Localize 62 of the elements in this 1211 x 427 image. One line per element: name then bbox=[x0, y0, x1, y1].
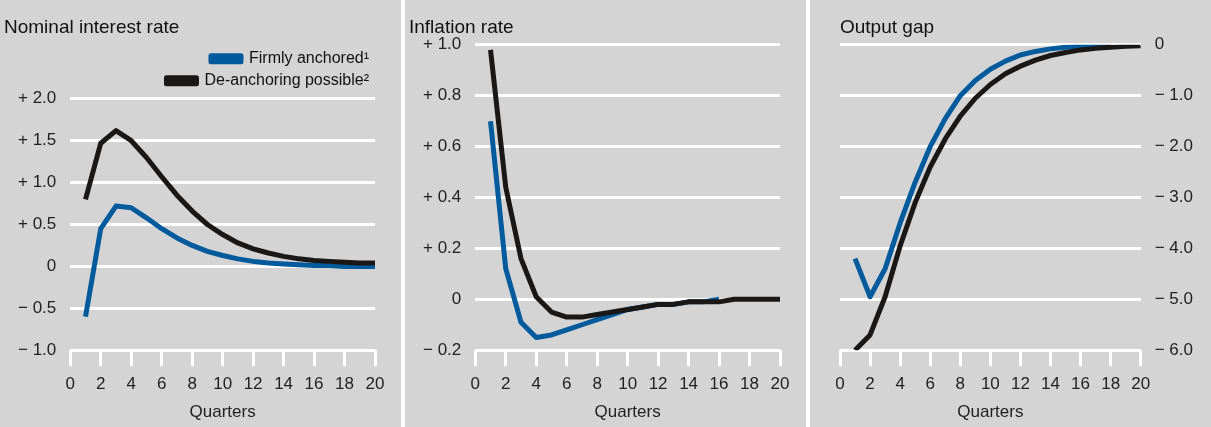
x-tick-label: 0 bbox=[835, 374, 845, 394]
x-tick-label: 20 bbox=[1131, 374, 1151, 394]
x-tick-label: 0 bbox=[65, 374, 76, 394]
y-tick-label: + 1.0 bbox=[422, 34, 462, 54]
x-axis-title: Quarters bbox=[594, 402, 661, 422]
x-tick-label: 6 bbox=[156, 374, 167, 394]
x-axis-title: Quarters bbox=[189, 402, 256, 422]
chart-title: Inflation rate bbox=[409, 15, 514, 37]
y-tick-label: + 0.6 bbox=[422, 136, 462, 156]
y-tick-label: − 1.0 bbox=[17, 339, 57, 359]
x-tick-label: 18 bbox=[1101, 374, 1121, 394]
y-tick-label: + 0.5 bbox=[17, 214, 57, 234]
x-tick-label: 2 bbox=[501, 374, 511, 394]
y2-tick-label: − 5.0 bbox=[1154, 288, 1194, 308]
x-tick-label: 8 bbox=[592, 374, 602, 394]
x-tick-label: 16 bbox=[1071, 374, 1091, 394]
x-tick-label: 2 bbox=[96, 374, 106, 394]
x-tick-label: 16 bbox=[709, 374, 729, 394]
y-tick-label: + 1.0 bbox=[17, 172, 57, 192]
x-tick-label: 20 bbox=[770, 374, 790, 394]
x-tick-label: 20 bbox=[365, 374, 385, 394]
x-tick-label: 4 bbox=[895, 374, 905, 394]
x-tick-label: 12 bbox=[1010, 374, 1030, 394]
y-tick-label: 0 bbox=[451, 288, 462, 308]
y2-tick-label: − 6.0 bbox=[1154, 339, 1194, 359]
x-tick-label: 12 bbox=[243, 374, 263, 394]
x-tick-label: 14 bbox=[679, 374, 699, 394]
x-tick-label: 10 bbox=[213, 374, 233, 394]
x-tick-label: 18 bbox=[740, 374, 759, 394]
y-tick-label: 0 bbox=[46, 256, 57, 276]
x-tick-label: 2 bbox=[865, 374, 875, 394]
x-tick-label: 14 bbox=[1041, 374, 1060, 394]
x-tick-label: 14 bbox=[274, 374, 294, 394]
x-tick-label: 12 bbox=[648, 374, 668, 394]
x-tick-label: 8 bbox=[955, 374, 966, 394]
y-tick-label: + 0.2 bbox=[422, 238, 462, 258]
x-tick-label: 18 bbox=[335, 374, 354, 394]
y2-tick-label: 0 bbox=[1154, 34, 1165, 54]
x-tick-label: 16 bbox=[304, 374, 324, 394]
y2-tick-label: − 4.0 bbox=[1154, 238, 1194, 258]
y2-tick-label: − 3.0 bbox=[1154, 187, 1194, 207]
x-axis-title: Quarters bbox=[957, 402, 1024, 422]
chart-title: Output gap bbox=[840, 15, 935, 37]
legend-label: De-anchoring possible² bbox=[204, 71, 370, 89]
x-tick-label: 4 bbox=[126, 374, 136, 394]
x-tick-label: 0 bbox=[470, 374, 481, 394]
x-tick-label: 8 bbox=[187, 374, 197, 394]
x-tick-label: 6 bbox=[925, 374, 935, 394]
y-tick-label: − 0.5 bbox=[17, 297, 57, 317]
y-tick-label: + 0.4 bbox=[422, 187, 462, 207]
x-tick-label: 10 bbox=[980, 374, 1000, 394]
x-tick-label: 10 bbox=[618, 374, 638, 394]
chart-title: Nominal interest rate bbox=[4, 15, 180, 37]
y-tick-label: + 2.0 bbox=[17, 88, 57, 108]
y-tick-label: − 0.2 bbox=[422, 339, 462, 359]
x-tick-label: 6 bbox=[561, 374, 572, 394]
y-tick-label: + 1.5 bbox=[17, 130, 57, 150]
y2-tick-label: − 1.0 bbox=[1154, 85, 1194, 105]
x-tick-label: 4 bbox=[531, 374, 541, 394]
y2-tick-label: − 2.0 bbox=[1154, 136, 1194, 156]
y-tick-label: + 0.8 bbox=[422, 85, 462, 105]
legend-label: Firmly anchored¹ bbox=[248, 49, 369, 67]
